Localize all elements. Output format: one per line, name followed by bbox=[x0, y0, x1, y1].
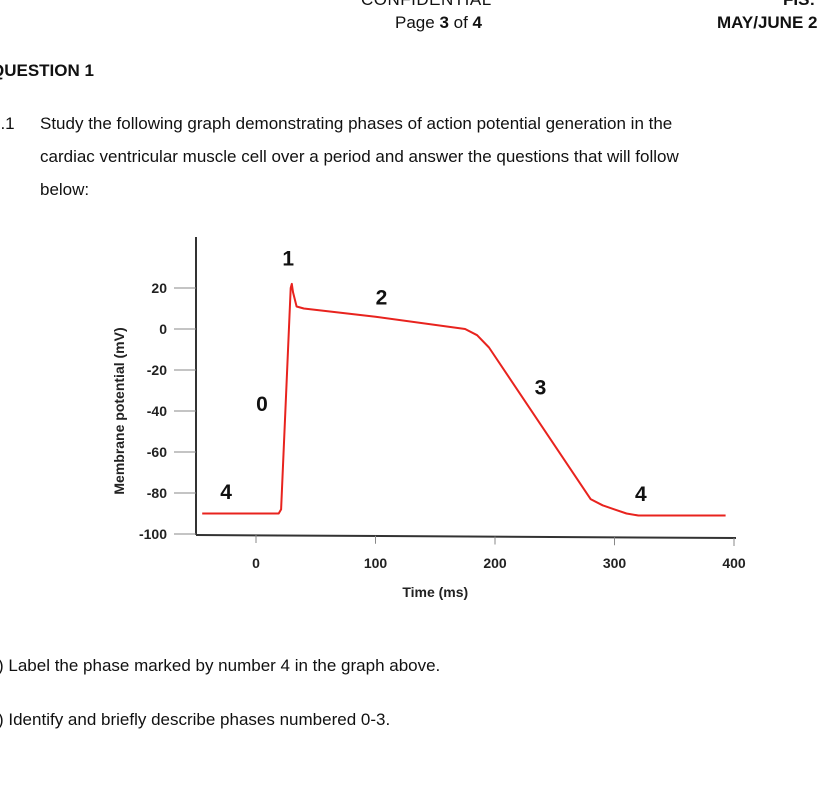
phase-label: 1 bbox=[282, 247, 294, 270]
action-potential-line bbox=[202, 282, 726, 517]
subquestion-b: ) Identify and briefly describe phases n… bbox=[0, 710, 391, 729]
x-tick-label: 100 bbox=[364, 555, 388, 571]
y-tick-label: -100 bbox=[139, 526, 167, 542]
phase-label: 2 bbox=[376, 286, 388, 309]
page-number: Page 3 of 4 bbox=[395, 13, 482, 33]
subquestion-a: ) Label the phase marked by number 4 in … bbox=[0, 656, 441, 675]
question-number: 1.1 bbox=[0, 114, 15, 133]
x-axis-line bbox=[195, 534, 737, 539]
y-tick-label: 0 bbox=[159, 321, 167, 337]
phase-label: 4 bbox=[635, 483, 647, 506]
question-text-line-1: Study the following graph demonstrating … bbox=[40, 114, 673, 133]
y-tick-label: 20 bbox=[151, 280, 167, 296]
y-tick-label: -40 bbox=[147, 403, 167, 419]
question-text-line-3: below: bbox=[40, 180, 90, 199]
chart-axes bbox=[195, 237, 737, 539]
page-current: 3 bbox=[439, 13, 449, 32]
phase-label: 4 bbox=[220, 481, 232, 504]
y-tick-label: -20 bbox=[147, 362, 167, 378]
question-text-line-2: cardiac ventricular muscle cell over a p… bbox=[40, 147, 679, 166]
confidential-label: CONFIDENTIAL bbox=[361, 0, 492, 10]
page-of: of bbox=[448, 13, 473, 32]
x-tick-label: 400 bbox=[722, 555, 746, 571]
phase-label: 3 bbox=[535, 377, 547, 400]
y-tick-label: -80 bbox=[147, 485, 167, 501]
x-tick-label: 0 bbox=[252, 555, 260, 571]
y-tick-label: -60 bbox=[147, 444, 167, 460]
x-axis-title: Time (ms) bbox=[402, 584, 468, 600]
phase-labels: 4 0 1 2 3 4 bbox=[220, 247, 647, 506]
x-tick-label: 300 bbox=[603, 555, 627, 571]
subject-code: FIS: bbox=[783, 0, 815, 10]
exam-session: MAY/JUNE 2 bbox=[717, 13, 818, 32]
page-prefix: Page bbox=[395, 13, 440, 32]
page-total: 4 bbox=[472, 13, 482, 32]
question-title: QUESTION 1 bbox=[0, 61, 94, 80]
x-tick-label: 200 bbox=[483, 555, 507, 571]
y-axis-title: Membrane potential (mV) bbox=[111, 327, 127, 494]
phase-label: 0 bbox=[256, 393, 268, 416]
